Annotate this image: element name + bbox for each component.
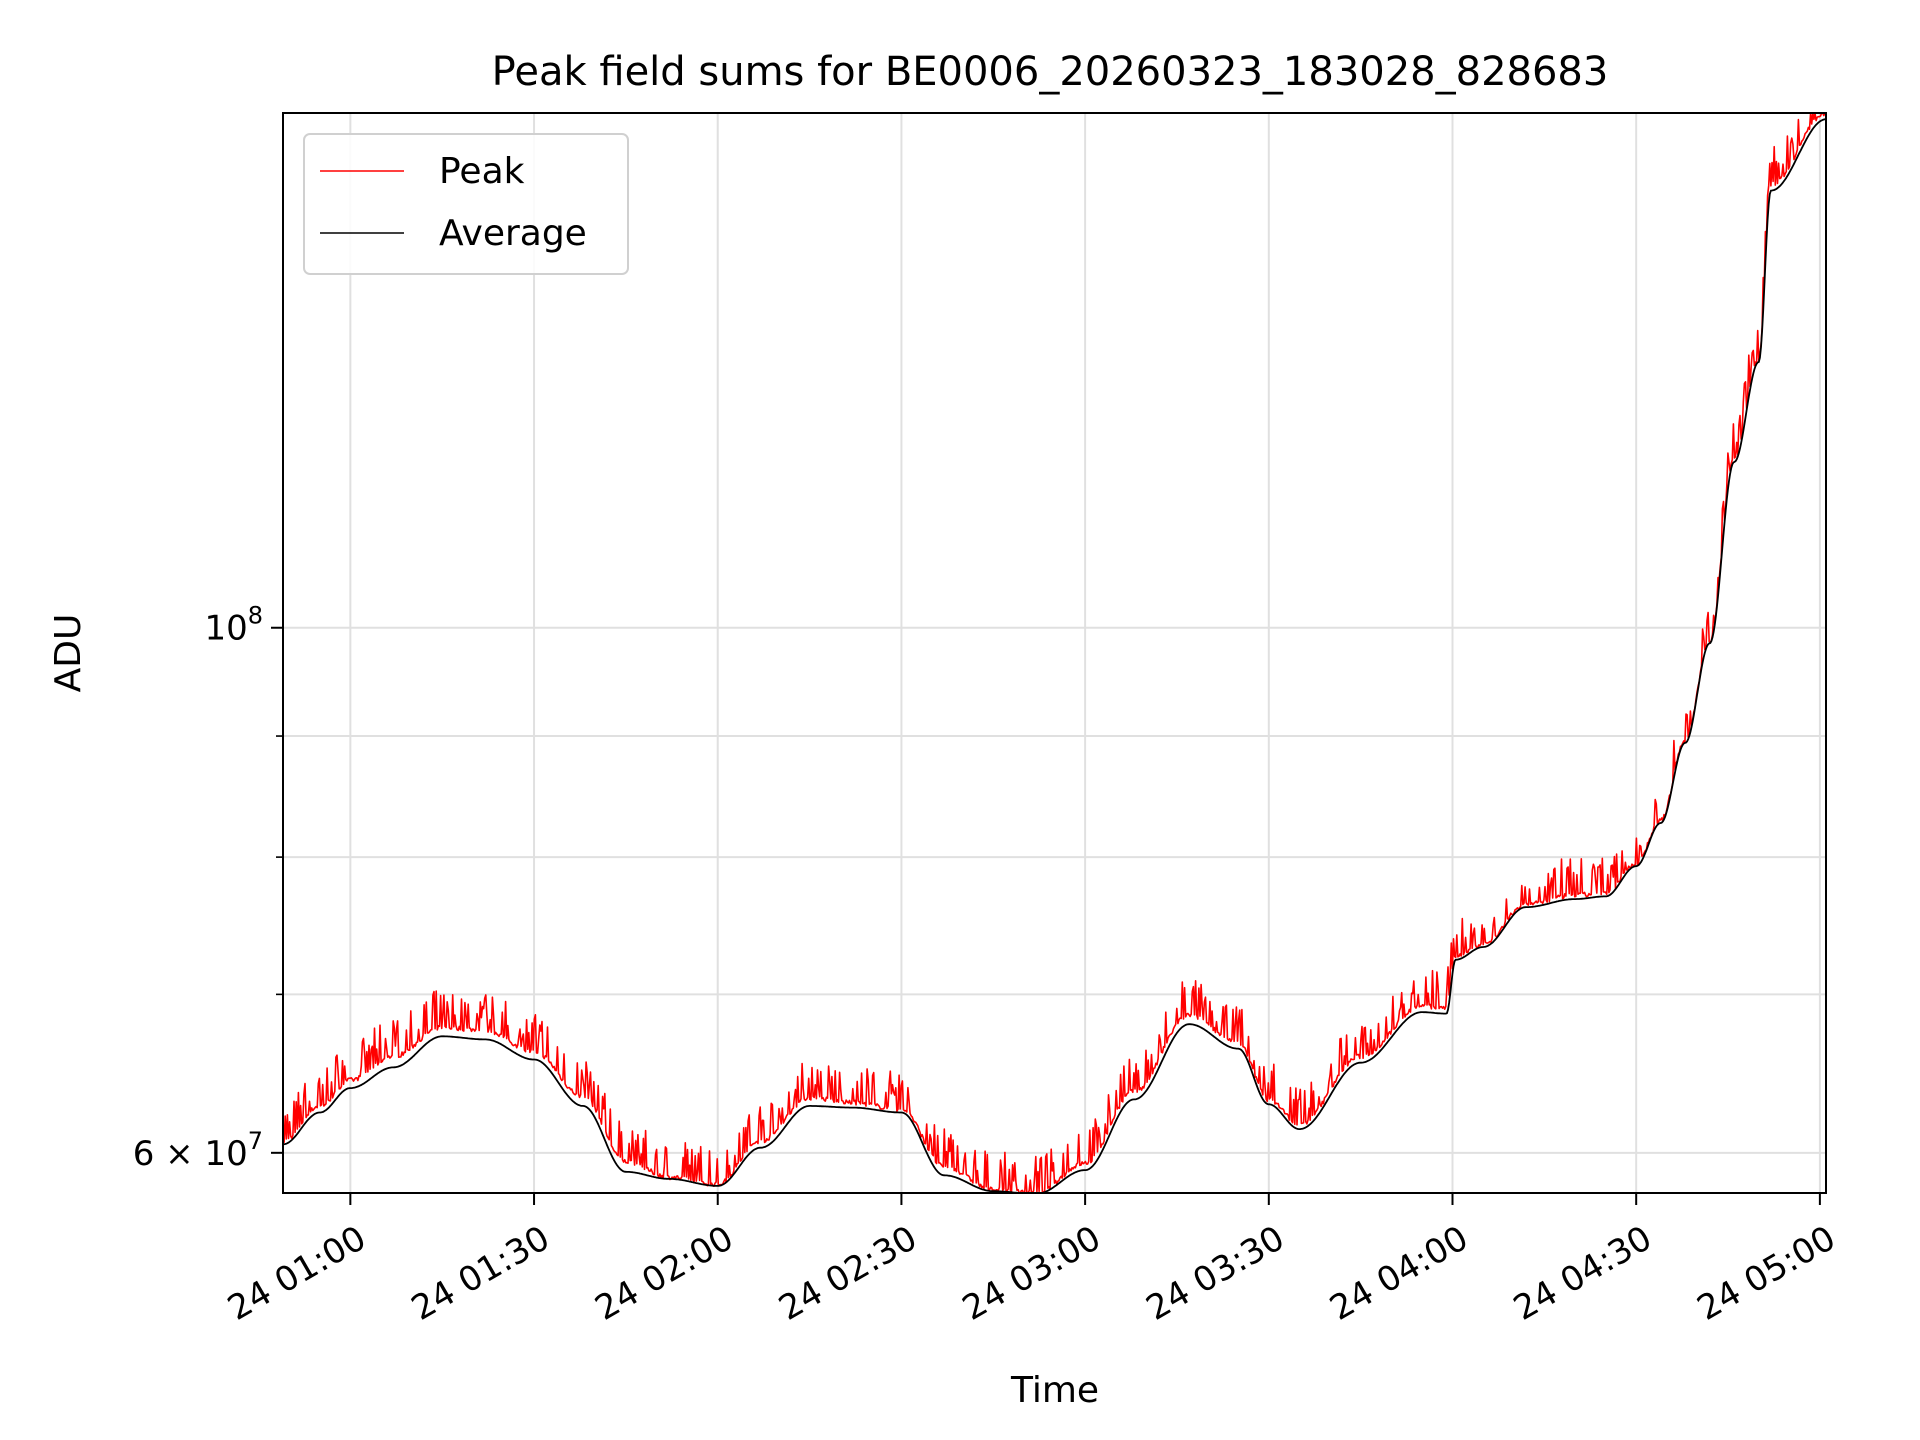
legend-box	[303, 133, 629, 275]
plot-frame	[282, 112, 1827, 1194]
y-tick-mantissa: 10	[204, 609, 247, 649]
legend: Peak Average	[303, 133, 629, 275]
legend-label-peak: Peak	[439, 151, 525, 192]
legend-label-average: Average	[439, 213, 587, 254]
x-axis-label: Time	[1010, 1370, 1099, 1411]
y-axis: 6 × 107 108	[133, 602, 283, 1174]
y-tick-exponent: 8	[248, 602, 263, 630]
series-line-average	[282, 118, 1827, 1194]
y-tick-mantissa: 6 × 10	[133, 1134, 248, 1174]
grid	[283, 113, 1826, 1193]
chart-title: Peak field sums for BE0006_20260323_1830…	[492, 49, 1609, 95]
plot-area	[282, 112, 1827, 1194]
y-tick-exponent: 7	[248, 1127, 263, 1155]
y-axis-label: ADU	[48, 614, 89, 693]
y-tick-label: 108	[204, 602, 263, 649]
series-line-peak	[282, 112, 1826, 1194]
y-tick-label: 6 × 107	[133, 1127, 263, 1174]
